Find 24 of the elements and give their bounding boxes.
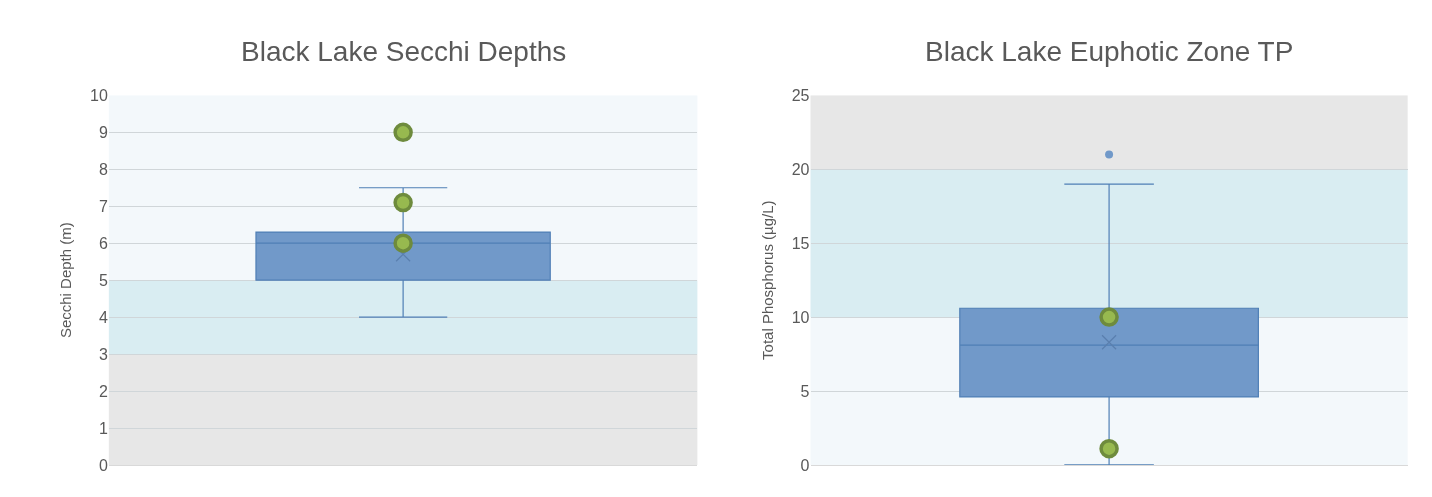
point	[393, 192, 413, 213]
y-tick-label: 20	[791, 160, 810, 178]
y-tick-label: 1	[98, 419, 108, 437]
y-tick-label: 15	[791, 234, 810, 252]
y-tick-label: 2	[98, 382, 108, 400]
point	[393, 122, 413, 143]
y-tick-label: 10	[90, 86, 108, 104]
chart-title: Black Lake Secchi Depths	[241, 36, 567, 67]
y-tick-label: 3	[98, 345, 108, 363]
y-tick-label: 4	[98, 308, 108, 326]
y-axis-title: Secchi Depth (m)	[57, 222, 75, 339]
y-tick-label: 0	[98, 456, 108, 474]
y-tick-label: 5	[98, 271, 108, 289]
y-tick-label: 5	[800, 382, 810, 400]
y-tick-label: 10	[791, 308, 810, 326]
y-tick-label: 7	[98, 197, 108, 215]
y-axis-title: Total Phosphorus (µg/L)	[758, 200, 776, 360]
y-tick-label: 9	[98, 123, 108, 141]
y-tick-label: 25	[791, 86, 810, 104]
y-tick-label: 6	[98, 234, 108, 252]
chart-title: Black Lake Euphotic Zone TP	[925, 36, 1294, 67]
y-tick-label: 0	[800, 456, 810, 474]
y-tick-label: 8	[98, 160, 108, 178]
point	[393, 233, 413, 253]
